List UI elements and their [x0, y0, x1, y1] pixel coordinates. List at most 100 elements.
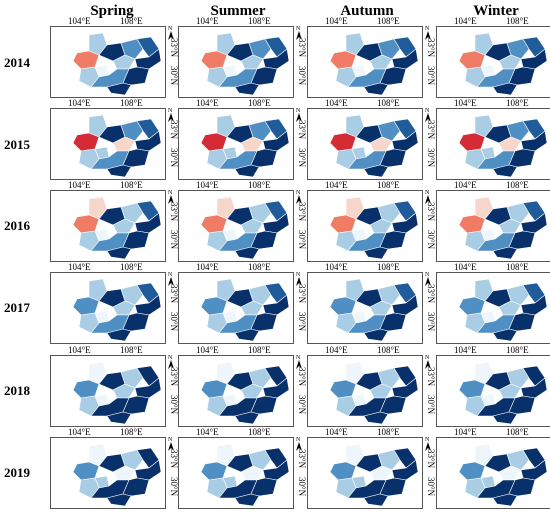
lon-label: 104°E [325, 16, 348, 26]
map-panel-2018-summer: 104°E 108°E N 33°N 30°N [178, 345, 307, 427]
lon-label: 104°E [68, 98, 91, 108]
lon-label: 108°E [377, 262, 400, 272]
map-region [458, 214, 486, 234]
lat-label: 33°N [169, 38, 179, 58]
map-frame [436, 190, 550, 262]
map-panel-2017-spring: 104°E 108°E N 33°N 30°N [50, 262, 179, 344]
lat-label: 33°N [169, 284, 179, 304]
lat-label: 33°N [426, 367, 436, 387]
lat-label: 30°N [426, 312, 436, 332]
map-panel-2018-spring: 104°E 108°E N 33°N 30°N [50, 346, 179, 427]
choropleth-map [72, 278, 162, 342]
map-region [458, 379, 486, 399]
map-frame [178, 272, 294, 344]
map-panel-2019-spring: 104°E 108°E N 33°N 30°N [50, 427, 179, 509]
map-region [363, 328, 389, 342]
north-arrow-icon: N [296, 26, 302, 40]
map-region [120, 284, 144, 306]
map-region [112, 465, 136, 481]
season-header-winter: Winter [473, 3, 519, 19]
map-region [369, 54, 393, 70]
lon-label: 104°E [454, 180, 477, 190]
map-region [329, 296, 357, 316]
choropleth-map [72, 196, 162, 260]
choropleth-map [329, 32, 419, 96]
map-frame [50, 190, 166, 262]
north-arrow-icon: N [425, 26, 431, 40]
lat-label: 30°N [297, 312, 307, 332]
map-region [120, 202, 144, 224]
map-region [369, 136, 393, 152]
map-region [234, 411, 260, 425]
lon-label: 108°E [248, 427, 271, 437]
map-region [200, 296, 228, 316]
map-region [234, 164, 260, 178]
lon-label: 108°E [120, 16, 143, 26]
map-region [240, 54, 264, 70]
map-region [120, 449, 144, 471]
map-region [506, 449, 530, 471]
lat-label: 30°N [297, 395, 307, 415]
svg-text:N: N [296, 272, 301, 278]
map-region [363, 411, 389, 425]
map-region [498, 465, 522, 481]
choropleth-map [200, 114, 290, 178]
lat-label: 33°N [426, 449, 436, 469]
map-panel-2016-summer: 104°E 108°E N 33°N 30°N [178, 181, 307, 262]
svg-text:N: N [296, 355, 301, 361]
map-region [112, 136, 136, 152]
choropleth-map [200, 196, 290, 260]
lat-label: 33°N [297, 120, 307, 140]
map-region [492, 493, 518, 507]
map-panel-2015-summer: 104°E 108°E N 33°N 30°N [178, 98, 307, 180]
lon-label: 108°E [506, 98, 529, 108]
lat-label: 33°N [426, 120, 436, 140]
map-frame [307, 26, 423, 98]
lat-label: 30°N [169, 66, 179, 86]
lat-label: 33°N [169, 449, 179, 469]
lon-label: 108°E [248, 16, 271, 26]
svg-text:N: N [296, 108, 301, 114]
map-region [458, 50, 486, 70]
lon-label: 104°E [196, 345, 219, 355]
lat-label: 30°N [169, 148, 179, 168]
lon-label: 108°E [120, 262, 143, 272]
map-region [363, 164, 389, 178]
lon-label: 108°E [506, 262, 529, 272]
lat-label: 33°N [297, 284, 307, 304]
map-region [458, 461, 486, 481]
map-region [377, 367, 401, 389]
map-region [363, 493, 389, 507]
map-region [248, 120, 272, 142]
north-arrow-icon: N [425, 272, 431, 286]
map-frame [178, 26, 294, 98]
map-region [200, 214, 228, 234]
north-arrow-icon: N [296, 272, 302, 286]
lat-label: 30°N [297, 66, 307, 86]
map-region [329, 50, 357, 70]
lon-label: 104°E [325, 345, 348, 355]
season-header-spring: Spring [90, 3, 134, 19]
svg-text:N: N [296, 26, 301, 32]
map-region [248, 202, 272, 224]
choropleth-map [72, 114, 162, 178]
map-frame [436, 355, 550, 427]
map-region [498, 218, 522, 234]
map-frame [307, 190, 423, 262]
map-panel-2019-autumn: 104°E 108°E N 33°N 30°N [307, 428, 436, 509]
lat-label: 30°N [426, 148, 436, 168]
lon-label: 104°E [68, 262, 91, 272]
lon-label: 108°E [506, 345, 529, 355]
map-region [329, 461, 357, 481]
lon-label: 104°E [196, 98, 219, 108]
map-region [120, 367, 144, 389]
svg-text:N: N [425, 437, 430, 443]
map-frame [307, 437, 423, 509]
lat-label: 30°N [297, 148, 307, 168]
map-panel-2014-spring: 104°E 108°E N 33°N 30°N [50, 16, 179, 98]
map-frame [307, 108, 423, 180]
map-region [498, 383, 522, 399]
lon-label: 108°E [120, 427, 143, 437]
north-arrow-icon: N [168, 355, 174, 369]
